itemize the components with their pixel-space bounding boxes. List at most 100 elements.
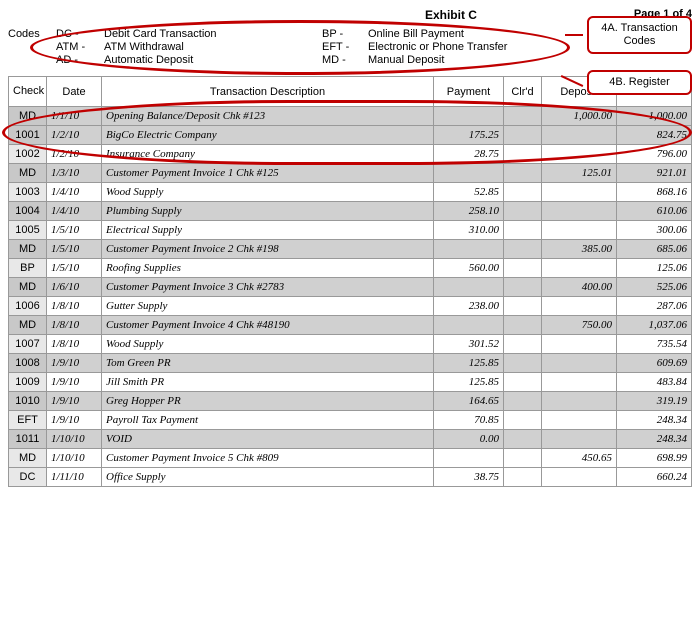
table-row: 10031/4/10Wood Supply52.85868.16 xyxy=(9,183,692,202)
cell-date: 1/5/10 xyxy=(47,240,102,259)
cell-clrd xyxy=(504,335,542,354)
col-header-payment: Payment xyxy=(434,77,504,107)
cell-code: 1007 xyxy=(9,335,47,354)
cell-payment: 301.52 xyxy=(434,335,504,354)
cell-date: 1/1/10 xyxy=(47,107,102,126)
cell-desc: Insurance Company xyxy=(102,145,434,164)
register-body: MD1/1/10Opening Balance/Deposit Chk #123… xyxy=(9,107,692,487)
cell-date: 1/10/10 xyxy=(47,449,102,468)
cell-balance: 248.34 xyxy=(617,430,692,449)
cell-code: 1005 xyxy=(9,221,47,240)
cell-code: 1009 xyxy=(9,373,47,392)
cell-clrd xyxy=(504,202,542,221)
cell-deposit xyxy=(542,259,617,278)
cell-payment: 164.65 xyxy=(434,392,504,411)
cell-date: 1/9/10 xyxy=(47,392,102,411)
cell-balance: 287.06 xyxy=(617,297,692,316)
code-abbr: BP - xyxy=(322,28,360,40)
cell-date: 1/5/10 xyxy=(47,259,102,278)
cell-balance: 685.06 xyxy=(617,240,692,259)
cell-desc: Gutter Supply xyxy=(102,297,434,316)
cell-deposit xyxy=(542,392,617,411)
codes-right-desc: Online Bill Payment Electronic or Phone … xyxy=(368,28,548,66)
cell-desc: Plumbing Supply xyxy=(102,202,434,221)
cell-balance: 796.00 xyxy=(617,145,692,164)
cell-clrd xyxy=(504,240,542,259)
cell-code: 1011 xyxy=(9,430,47,449)
cell-balance: 483.84 xyxy=(617,373,692,392)
cell-desc: Roofing Supplies xyxy=(102,259,434,278)
cell-clrd xyxy=(504,449,542,468)
cell-clrd xyxy=(504,430,542,449)
cell-code: MD xyxy=(9,164,47,183)
cell-desc: Customer Payment Invoice 1 Chk #125 xyxy=(102,164,434,183)
cell-deposit xyxy=(542,373,617,392)
cell-balance: 610.06 xyxy=(617,202,692,221)
cell-deposit xyxy=(542,183,617,202)
table-row: BP1/5/10Roofing Supplies560.00125.06 xyxy=(9,259,692,278)
cell-date: 1/8/10 xyxy=(47,316,102,335)
cell-balance: 248.34 xyxy=(617,411,692,430)
code-desc: Automatic Deposit xyxy=(104,54,314,66)
cell-payment xyxy=(434,240,504,259)
cell-balance: 1,037.06 xyxy=(617,316,692,335)
cell-date: 1/4/10 xyxy=(47,183,102,202)
cell-desc: Office Supply xyxy=(102,468,434,487)
cell-code: EFT xyxy=(9,411,47,430)
code-abbr: EFT - xyxy=(322,41,360,53)
code-abbr: DC - xyxy=(56,28,96,40)
callout-line xyxy=(565,34,583,36)
cell-deposit xyxy=(542,126,617,145)
codes-label: Codes xyxy=(8,28,48,66)
code-desc: ATM Withdrawal xyxy=(104,41,314,53)
cell-desc: Customer Payment Invoice 5 Chk #809 xyxy=(102,449,434,468)
cell-deposit xyxy=(542,202,617,221)
cell-code: MD xyxy=(9,107,47,126)
register-table: Check /Code Date Transaction Description… xyxy=(8,76,692,487)
table-row: MD1/6/10Customer Payment Invoice 3 Chk #… xyxy=(9,278,692,297)
cell-payment: 28.75 xyxy=(434,145,504,164)
cell-payment: 238.00 xyxy=(434,297,504,316)
cell-payment: 0.00 xyxy=(434,430,504,449)
cell-deposit xyxy=(542,145,617,164)
cell-desc: Electrical Supply xyxy=(102,221,434,240)
cell-date: 1/9/10 xyxy=(47,354,102,373)
cell-date: 1/5/10 xyxy=(47,221,102,240)
cell-date: 1/4/10 xyxy=(47,202,102,221)
cell-clrd xyxy=(504,392,542,411)
cell-payment: 560.00 xyxy=(434,259,504,278)
cell-balance: 1,000.00 xyxy=(617,107,692,126)
cell-date: 1/9/10 xyxy=(47,411,102,430)
table-row: DC1/11/10Office Supply38.75660.24 xyxy=(9,468,692,487)
cell-date: 1/2/10 xyxy=(47,145,102,164)
cell-deposit xyxy=(542,354,617,373)
table-row: 10061/8/10Gutter Supply238.00287.06 xyxy=(9,297,692,316)
table-row: 10021/2/10Insurance Company28.75796.00 xyxy=(9,145,692,164)
code-desc: Debit Card Transaction xyxy=(104,28,314,40)
cell-date: 1/8/10 xyxy=(47,335,102,354)
cell-clrd xyxy=(504,411,542,430)
cell-balance: 525.06 xyxy=(617,278,692,297)
cell-payment xyxy=(434,449,504,468)
cell-payment: 258.10 xyxy=(434,202,504,221)
cell-payment xyxy=(434,164,504,183)
cell-code: 1004 xyxy=(9,202,47,221)
cell-desc: BigCo Electric Company xyxy=(102,126,434,145)
cell-payment xyxy=(434,107,504,126)
callout-4b: 4B. Register xyxy=(587,70,692,95)
table-row: 10091/9/10Jill Smith PR125.85483.84 xyxy=(9,373,692,392)
table-row: 10111/10/10VOID0.00248.34 xyxy=(9,430,692,449)
code-desc: Manual Deposit xyxy=(368,54,548,66)
cell-code: MD xyxy=(9,240,47,259)
code-abbr: ATM - xyxy=(56,41,96,53)
cell-clrd xyxy=(504,468,542,487)
cell-code: MD xyxy=(9,278,47,297)
cell-code: BP xyxy=(9,259,47,278)
cell-clrd xyxy=(504,126,542,145)
cell-deposit xyxy=(542,335,617,354)
cell-code: MD xyxy=(9,449,47,468)
code-abbr: AD - xyxy=(56,54,96,66)
cell-balance: 868.16 xyxy=(617,183,692,202)
cell-payment: 38.75 xyxy=(434,468,504,487)
code-desc: Online Bill Payment xyxy=(368,28,548,40)
